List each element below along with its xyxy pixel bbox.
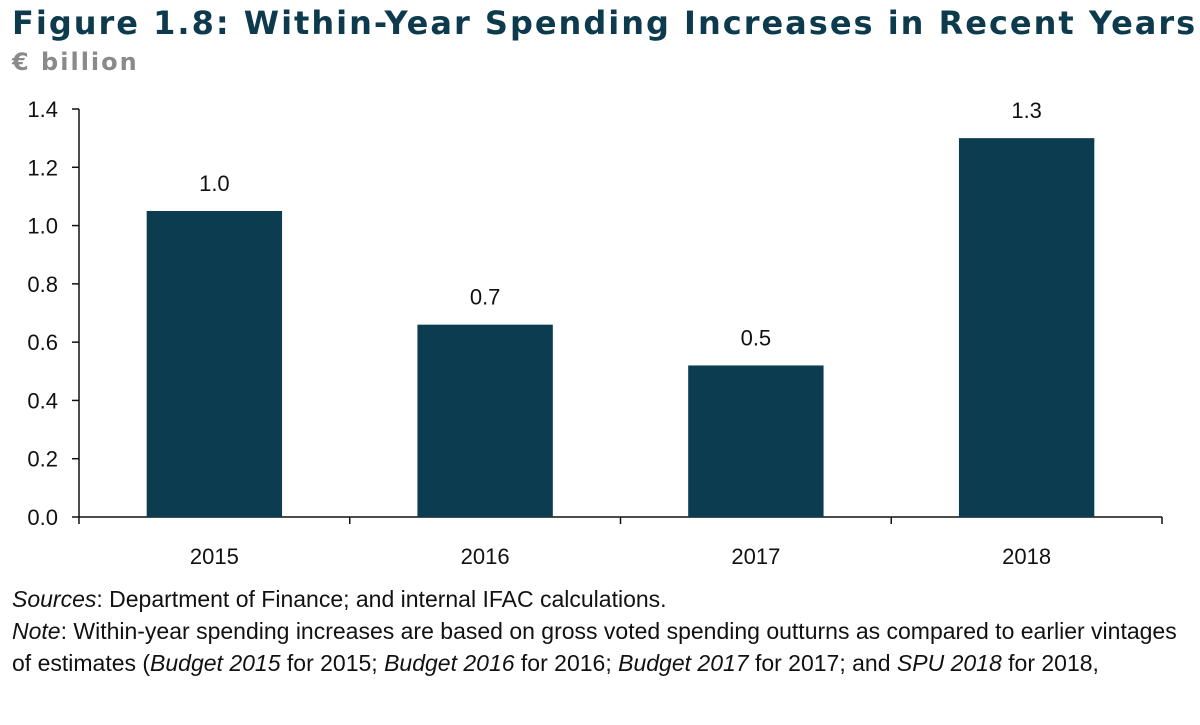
bar-2018 (958, 138, 1095, 517)
chart-notes: Sources: Department of Finance; and inte… (12, 583, 1200, 679)
x-tick-label-2017: 2017 (731, 544, 780, 569)
note-text: for 2017; and (748, 650, 897, 676)
y-tick-label: 0.6 (27, 330, 58, 355)
note-text: for 2016; (514, 650, 619, 676)
bar-2017 (688, 365, 824, 517)
note-line: Note: Within-year spending increases are… (12, 615, 1200, 679)
y-tick-label: 0.4 (27, 388, 58, 413)
y-axis-unit: € billion (12, 48, 139, 76)
sources-label: Sources (12, 586, 97, 612)
note-text: : Within-year spending increases are bas… (12, 618, 1177, 676)
chart-title: Figure 1.8: Within-Year Spending Increas… (12, 4, 1198, 42)
note-budget-2015: Budget 2015 (150, 650, 281, 676)
bar-chart: 0.0 0.2 0.4 0.6 0.8 1.0 1.2 1.4 1.0 2015 0.7 2016 0.… (27, 97, 1163, 569)
y-tick-label: 0.2 (27, 447, 58, 472)
note-text: for 2015; (280, 650, 385, 676)
y-tick-label: 0.0 (27, 505, 58, 530)
bar-2015 (146, 211, 283, 517)
note-spu-2018: SPU 2018 (896, 650, 1002, 676)
x-tick-label-2016: 2016 (461, 544, 510, 569)
note-budget-2017: Budget 2017 (618, 650, 749, 676)
y-tick-label: 1.4 (27, 97, 58, 122)
x-tick-label-2018: 2018 (1002, 544, 1051, 569)
y-tick-label: 1.0 (27, 214, 58, 239)
data-label-2015: 1.0 (199, 171, 230, 196)
y-tick-label: 0.8 (27, 272, 58, 297)
x-tick-label-2015: 2015 (190, 544, 239, 569)
note-label: Note (12, 618, 61, 644)
bar-2016 (417, 324, 553, 517)
data-label-2018: 1.3 (1011, 98, 1042, 123)
sources-text: : Department of Finance; and internal IF… (96, 586, 667, 612)
data-label-2016: 0.7 (470, 285, 501, 310)
sources-line: Sources: Department of Finance; and inte… (12, 583, 1200, 615)
data-label-2017: 0.5 (741, 325, 772, 350)
note-text: for 2018, (1001, 650, 1099, 676)
note-budget-2016: Budget 2016 (384, 650, 515, 676)
y-tick-label: 1.2 (27, 155, 58, 180)
